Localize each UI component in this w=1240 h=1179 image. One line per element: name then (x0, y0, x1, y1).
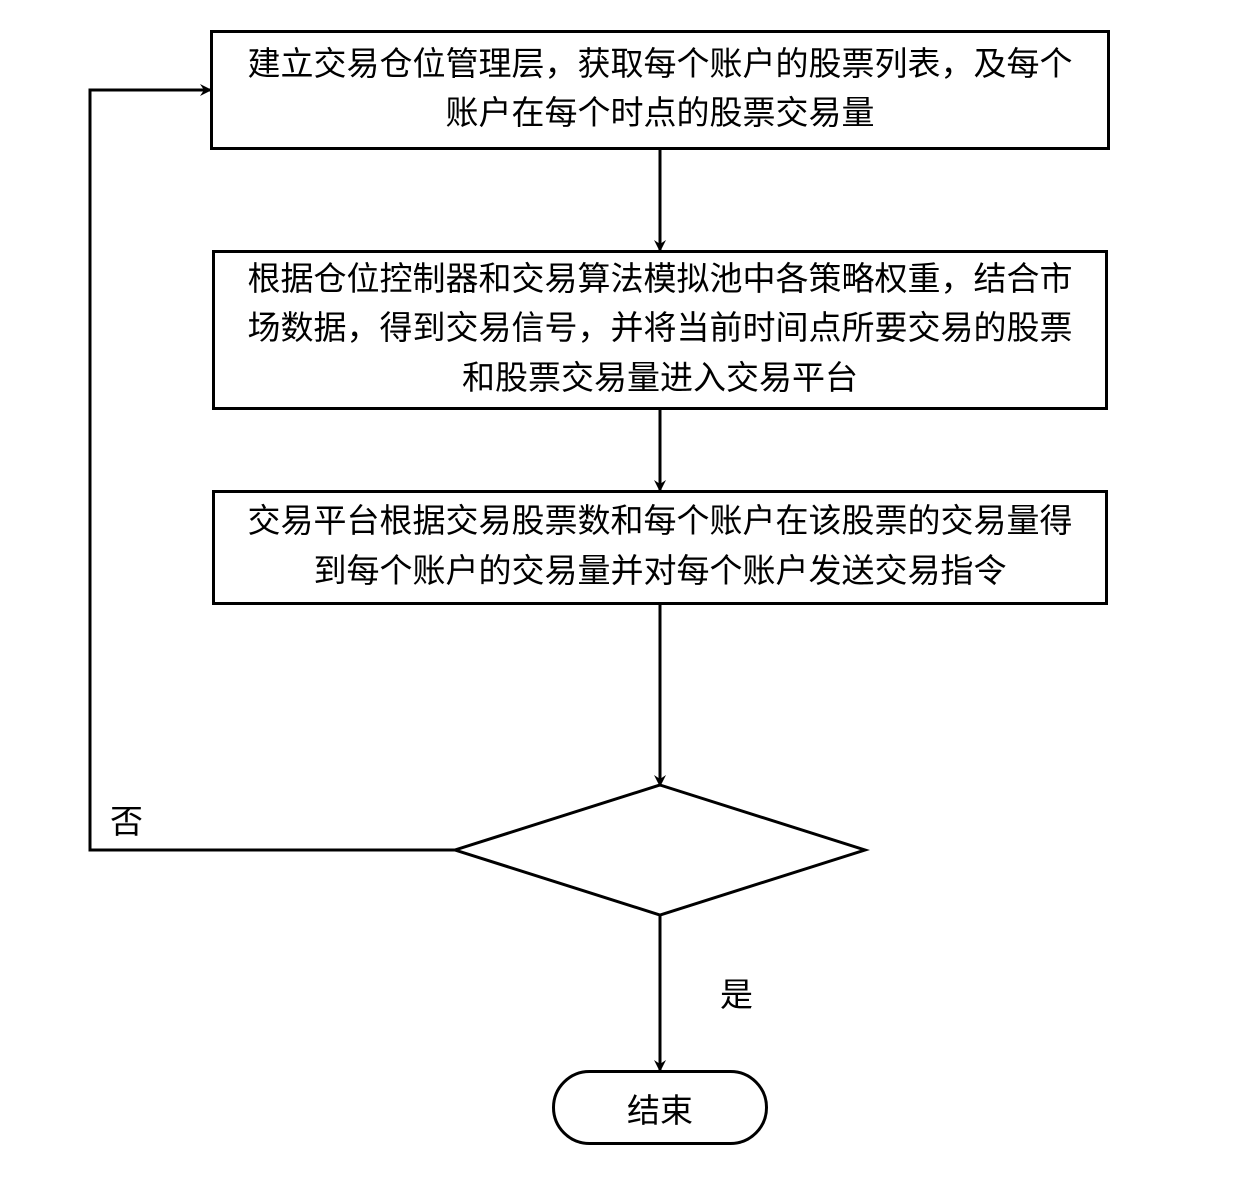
end-text: 结束 (627, 1084, 693, 1132)
edge-label-yes: 是 (720, 968, 753, 1016)
process-step-3-text: 交易平台根据交易股票数和每个账户在该股票的交易量得到每个账户的交易量并对每个账户… (235, 498, 1085, 597)
decision-node: 判断交易是否成功 (515, 800, 805, 900)
decision-text: 判断交易是否成功 (528, 827, 792, 873)
process-step-1-text: 建立交易仓位管理层，获取每个账户的股票列表，及每个账户在每个时点的股票交易量 (233, 41, 1087, 140)
edge-label-no-text: 否 (110, 805, 143, 841)
process-step-1: 建立交易仓位管理层，获取每个账户的股票列表，及每个账户在每个时点的股票交易量 (210, 30, 1110, 150)
edge-label-no: 否 (110, 795, 143, 843)
process-step-3: 交易平台根据交易股票数和每个账户在该股票的交易量得到每个账户的交易量并对每个账户… (212, 490, 1108, 605)
edge-label-yes-text: 是 (720, 978, 753, 1014)
process-step-2: 根据仓位控制器和交易算法模拟池中各策略权重，结合市场数据，得到交易信号，并将当前… (212, 250, 1108, 410)
end-terminator: 结束 (552, 1070, 768, 1145)
process-step-2-text: 根据仓位控制器和交易算法模拟池中各策略权重，结合市场数据，得到交易信号，并将当前… (235, 256, 1085, 405)
